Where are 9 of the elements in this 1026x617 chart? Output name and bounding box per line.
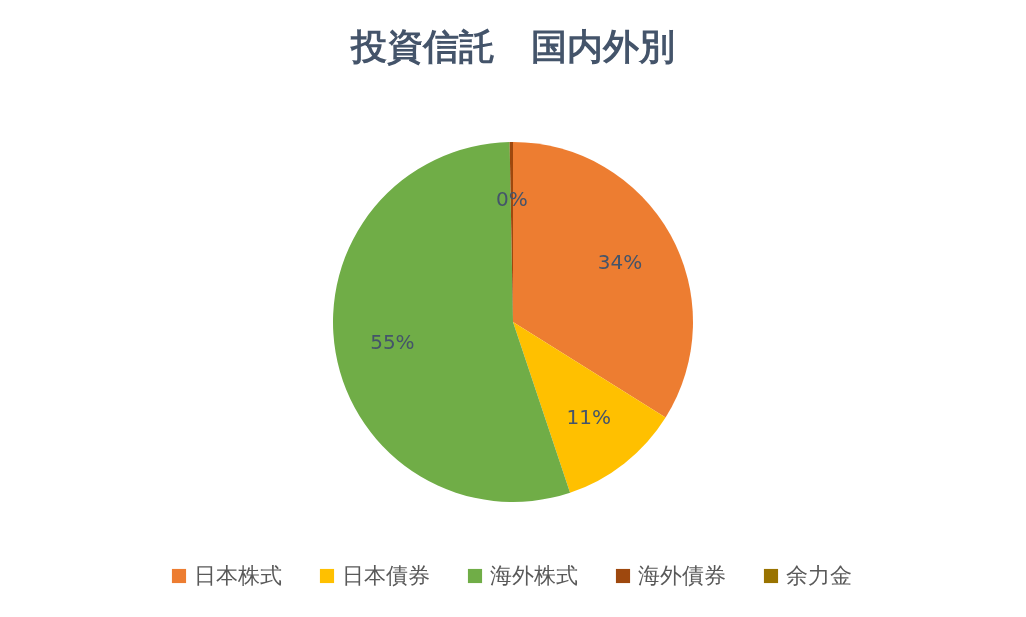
data-label: 34% (597, 249, 643, 274)
legend-label: 余力金 (786, 563, 852, 588)
legend-label: 日本株式 (194, 563, 282, 588)
data-label: 11% (566, 405, 611, 430)
legend-label: 海外株式 (490, 563, 578, 588)
chart-title: 投資信託 国内外別 (349, 26, 675, 67)
legend-label: 日本債券 (342, 563, 430, 588)
legend-label: 海外債券 (638, 563, 726, 588)
data-label: 55% (370, 329, 415, 354)
